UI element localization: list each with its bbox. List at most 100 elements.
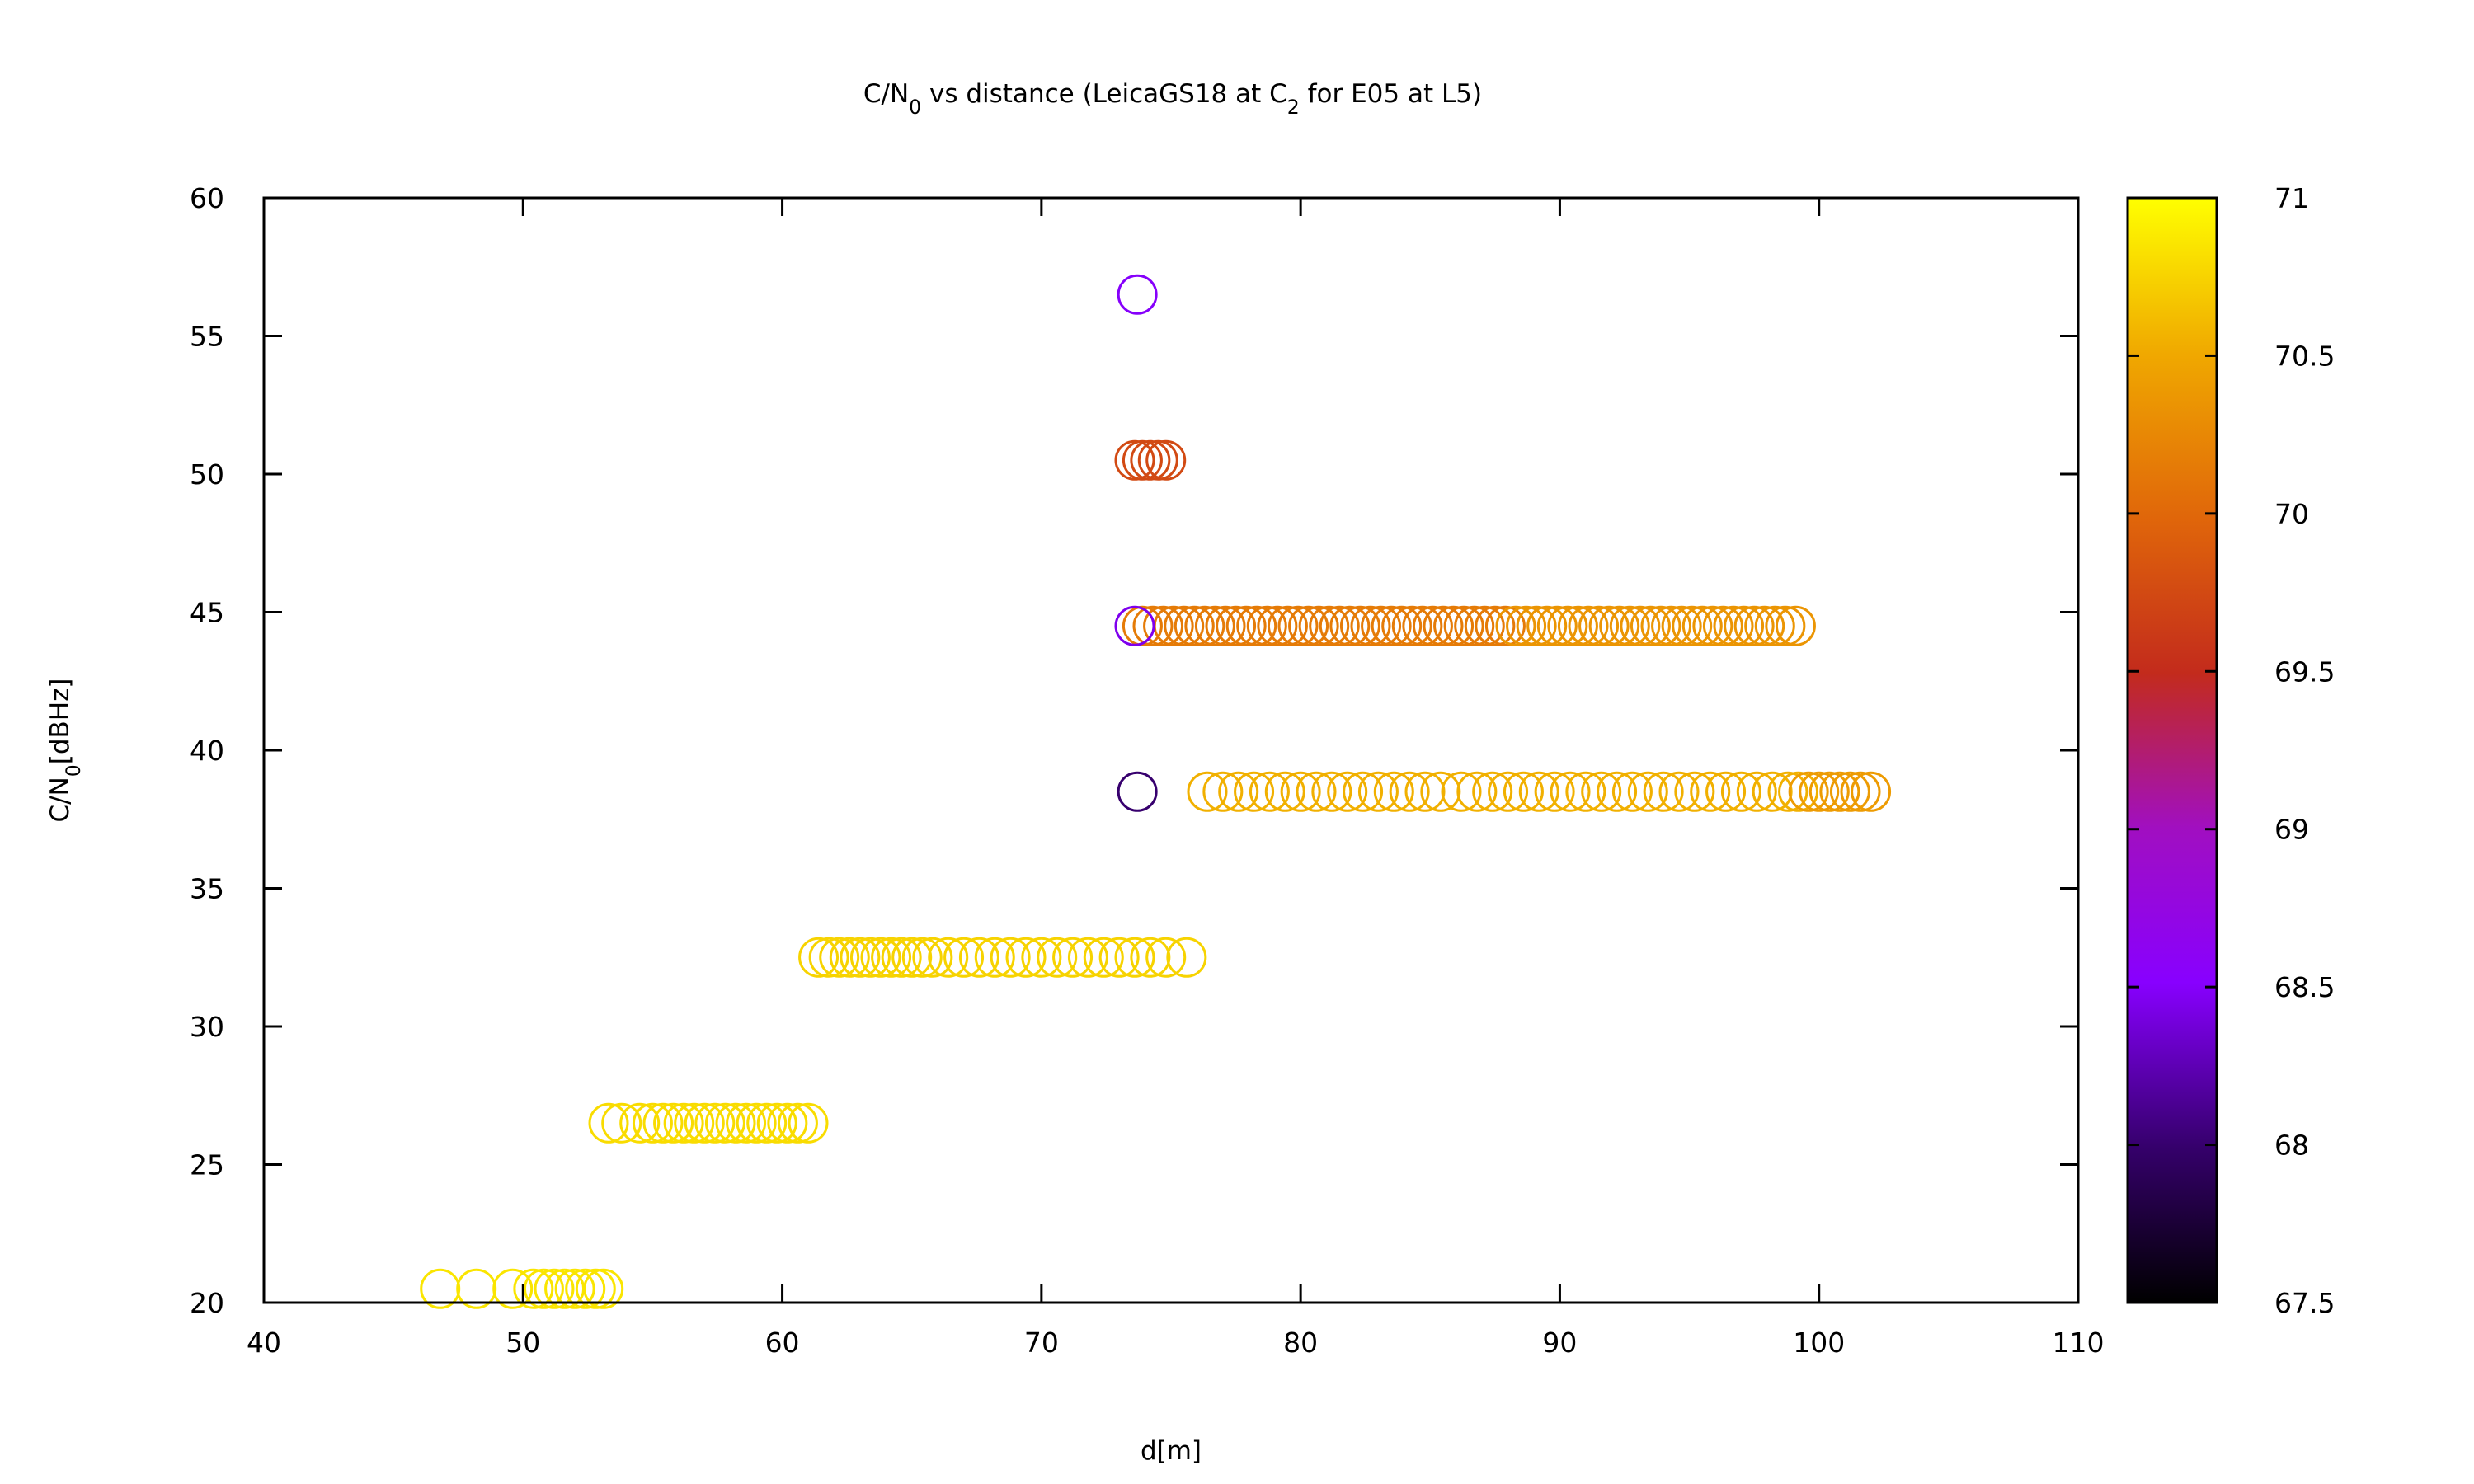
- y-tick-label: 60: [190, 182, 224, 214]
- data-point: [456, 1268, 497, 1309]
- data-point: [840, 937, 881, 978]
- data-point: [1464, 605, 1505, 646]
- subscript: 2: [1287, 96, 1300, 119]
- y-axis-label: C/N0[dBHz]: [45, 679, 85, 823]
- data-point: [1083, 937, 1124, 978]
- text-part: C/N: [863, 79, 909, 109]
- data-point: [1736, 771, 1777, 812]
- data-point: [1534, 771, 1575, 812]
- data-point: [1640, 605, 1681, 646]
- data-point: [1516, 605, 1557, 646]
- data-point: [1277, 605, 1319, 646]
- data-point: [1319, 605, 1360, 646]
- data-point: [588, 1102, 629, 1144]
- data-point: [736, 1102, 777, 1144]
- data-point: [1620, 605, 1661, 646]
- data-point: [912, 937, 953, 978]
- data-point: [1257, 605, 1298, 646]
- data-point: [726, 1102, 767, 1144]
- data-point: [788, 1102, 829, 1144]
- data-point: [1588, 605, 1630, 646]
- data-point: [1720, 771, 1761, 812]
- data-point: [1581, 771, 1622, 812]
- colorbar-tick-label: 70.5: [2274, 340, 2335, 372]
- y-tick-label: 50: [190, 458, 224, 491]
- data-point: [1298, 605, 1339, 646]
- x-tick-label: 110: [2053, 1327, 2105, 1359]
- data-point: [1117, 771, 1158, 812]
- data-point: [1611, 771, 1653, 812]
- data-point: [1503, 771, 1544, 812]
- data-point: [1117, 274, 1158, 315]
- data-point: [901, 937, 943, 978]
- data-point: [1550, 771, 1591, 812]
- data-point: [1052, 937, 1094, 978]
- colorbar: 67.5 68 68.5 69 69.5 70 70.5 71: [2126, 182, 2335, 1319]
- data-point: [1327, 771, 1368, 812]
- data-point: [1754, 605, 1795, 646]
- data-point: [1174, 605, 1215, 646]
- text-part: for E05 at L5): [1300, 79, 1482, 109]
- data-point: [943, 937, 985, 978]
- x-tick-label: 70: [1024, 1327, 1059, 1359]
- text-part: C/N: [45, 777, 75, 822]
- data-point: [1767, 771, 1808, 812]
- data-point: [1267, 605, 1308, 646]
- data-point: [1309, 605, 1350, 646]
- data-point: [420, 1268, 461, 1309]
- data-point: [1765, 605, 1806, 646]
- subscript: 0: [62, 764, 85, 777]
- data-point: [1296, 771, 1337, 812]
- data-point: [583, 1268, 624, 1309]
- colorbar-tick-label: 70: [2274, 498, 2309, 530]
- data-point: [1246, 605, 1287, 646]
- data-point: [1851, 771, 1892, 812]
- data-point: [1733, 605, 1775, 646]
- data-point: [1506, 605, 1547, 646]
- x-tick-label: 90: [1542, 1327, 1577, 1359]
- plot-frame: [262, 196, 2080, 1304]
- y-tick-label: 30: [190, 1011, 224, 1043]
- data-point: [1187, 771, 1228, 812]
- data-point: [1350, 605, 1391, 646]
- x-tick-label: 40: [247, 1327, 281, 1359]
- data-point: [1778, 771, 1819, 812]
- data-point: [958, 937, 999, 978]
- data-point: [1526, 605, 1568, 646]
- data-point: [1361, 605, 1402, 646]
- data-point: [1137, 439, 1178, 481]
- data-point: [1808, 771, 1850, 812]
- data-point: [1130, 439, 1171, 481]
- colorbar-tick-label: 68: [2274, 1129, 2309, 1162]
- data-point: [1547, 605, 1588, 646]
- y-tick-label: 25: [190, 1149, 224, 1181]
- data-point: [1475, 605, 1516, 646]
- data-point: [1205, 605, 1246, 646]
- text-part: vs distance (LeicaGS18 at C: [921, 79, 1287, 109]
- data-point: [777, 1102, 818, 1144]
- data-point: [1788, 771, 1829, 812]
- data-point: [1234, 771, 1275, 812]
- data-point: [1194, 605, 1235, 646]
- data-point: [1404, 771, 1446, 812]
- data-point: [1122, 439, 1163, 481]
- data-point: [891, 937, 933, 978]
- data-point: [1164, 605, 1205, 646]
- y-tick-label: 40: [190, 735, 224, 767]
- y-tick-label: 55: [190, 321, 224, 353]
- data-point: [565, 1268, 606, 1309]
- data-point: [1005, 937, 1047, 978]
- x-tick-label: 80: [1283, 1327, 1318, 1359]
- data-point: [1433, 605, 1475, 646]
- data-point: [881, 937, 922, 978]
- data-point: [1565, 771, 1606, 812]
- data-point: [1630, 605, 1671, 646]
- colorbar-tick-label: 69: [2274, 814, 2309, 846]
- data-point: [575, 1268, 616, 1309]
- data-point: [1536, 605, 1578, 646]
- data-point: [767, 1102, 808, 1144]
- data-point: [1690, 771, 1731, 812]
- data-point: [601, 1102, 642, 1144]
- data-point: [1495, 605, 1536, 646]
